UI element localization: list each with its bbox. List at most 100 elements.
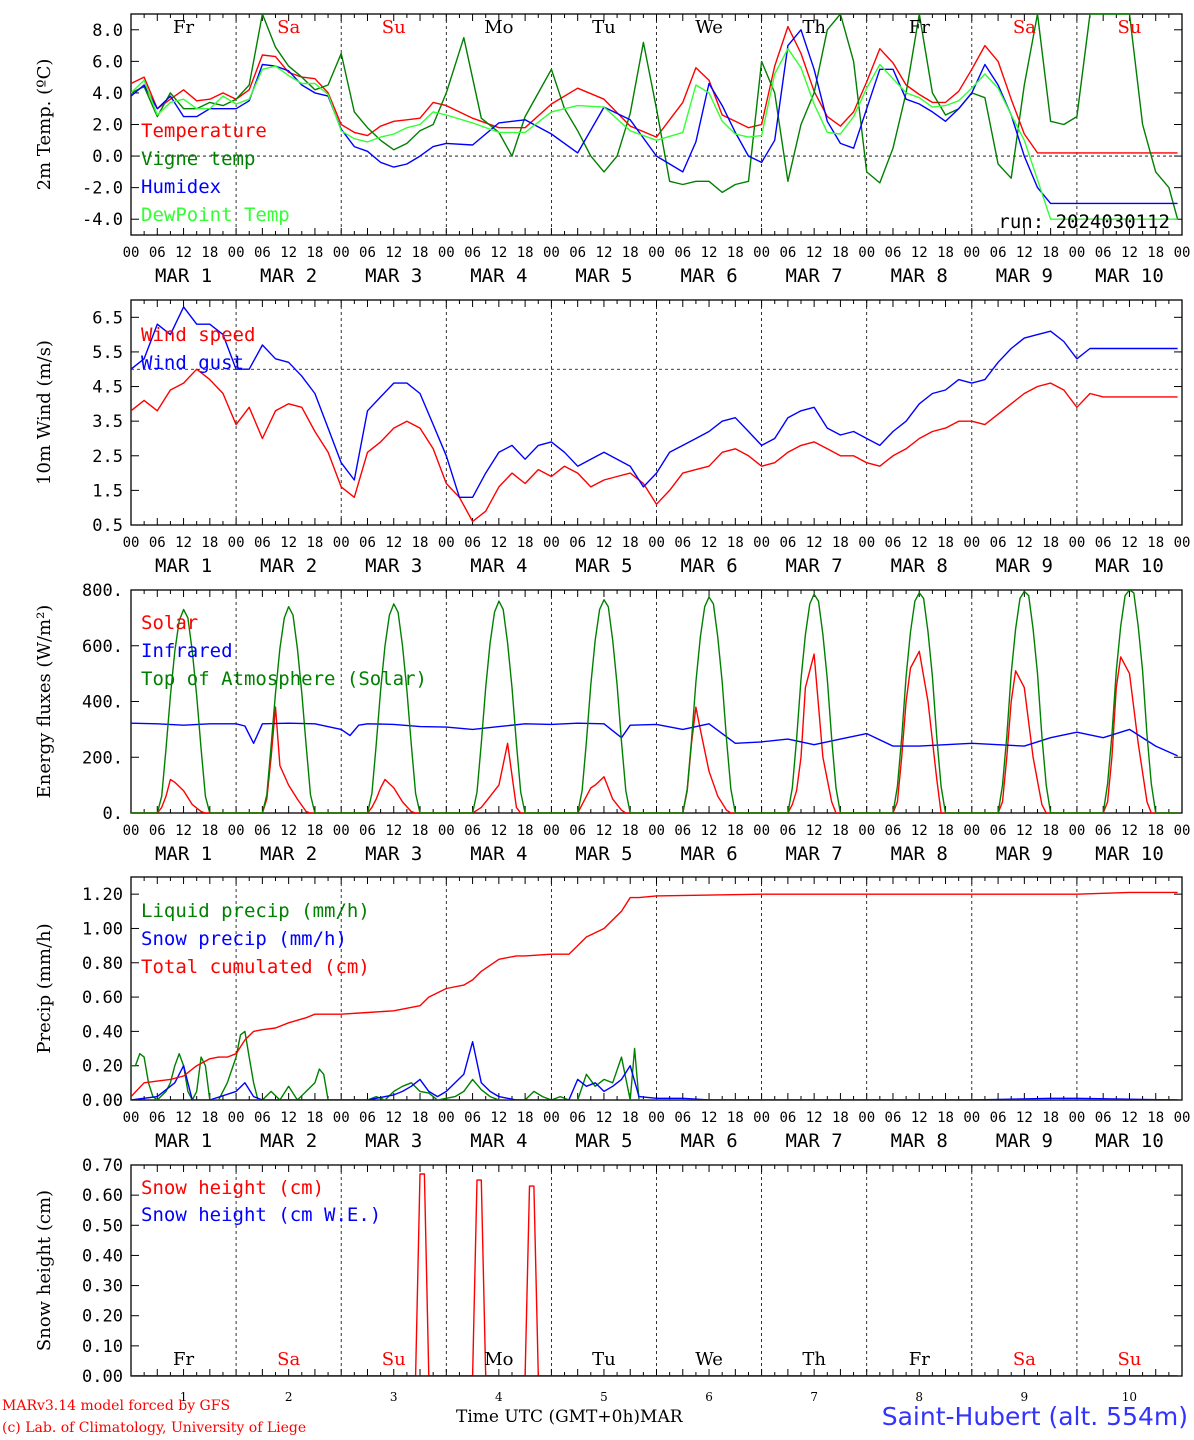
hour-label: 00: [963, 535, 980, 551]
series-line-humidex: [131, 29, 1178, 205]
legend-entry: Snow precip (mm/h): [141, 928, 347, 950]
day-number: 5: [600, 1390, 608, 1404]
hour-label: 18: [306, 823, 323, 839]
legend-entry: Temperature: [141, 120, 267, 142]
hour-label: 12: [175, 245, 192, 261]
date-label: MAR 9: [996, 1130, 1053, 1152]
y-tick-label: 0.50: [82, 1216, 123, 1236]
hour-label: 06: [149, 245, 166, 261]
hour-label: 00: [753, 1110, 770, 1126]
hour-label: 06: [1095, 823, 1112, 839]
y-tick-label: 0.0: [92, 147, 123, 167]
hour-label: 06: [569, 245, 586, 261]
hour-label: 18: [201, 245, 218, 261]
series-line-solar: [131, 650, 1178, 813]
hour-label: 06: [569, 535, 586, 551]
hour-label: 00: [1068, 823, 1085, 839]
hour-label: 12: [596, 535, 613, 551]
hour-label: 12: [490, 1110, 507, 1126]
legend-entry: Snow height (cm): [141, 1177, 324, 1199]
hour-label: 00: [1174, 535, 1191, 551]
hour-label: 06: [254, 245, 271, 261]
hour-label: 12: [280, 1110, 297, 1126]
y-axis-label: Snow height (cm): [34, 1190, 55, 1351]
hour-label: 00: [438, 1110, 455, 1126]
hour-label: 18: [1042, 823, 1059, 839]
y-tick-label: 0.40: [82, 1022, 123, 1042]
date-label: MAR 4: [470, 1130, 527, 1152]
hour-label: 06: [464, 823, 481, 839]
date-label: MAR 9: [996, 843, 1053, 865]
hour-label: 06: [464, 1110, 481, 1126]
hour-label: 18: [412, 1110, 429, 1126]
panel-wind: 0.5 1.5 2.5 3.5 4.5 5.5 6.5 10m Wind (m/s) Wind …: [34, 299, 1191, 577]
y-tick-label: 400.: [82, 693, 123, 713]
time-axis-label: Time UTC (GMT+0h)MAR: [456, 1407, 683, 1427]
y-axis-label: Precip (mm/h): [34, 923, 55, 1053]
hour-label: 06: [254, 1110, 271, 1126]
day-number: 6: [705, 1390, 713, 1404]
hour-label: 06: [149, 1110, 166, 1126]
hour-label: 00: [228, 535, 245, 551]
hour-label: 18: [1042, 245, 1059, 261]
date-label: MAR 4: [470, 555, 527, 577]
legend-entry: Top of Atmosphere (Solar): [141, 668, 427, 690]
hour-label: 12: [1016, 823, 1033, 839]
day-abbreviation: Su: [382, 1349, 406, 1370]
day-abbreviation: Fr: [909, 1349, 930, 1370]
hour-label: 00: [1174, 823, 1191, 839]
hour-label: 12: [1121, 245, 1138, 261]
date-label: MAR 6: [680, 265, 737, 287]
day-abbreviation: Fr: [173, 1349, 194, 1370]
date-label: MAR 3: [365, 265, 422, 287]
hour-label: 00: [963, 823, 980, 839]
y-tick-label: 1.5: [92, 481, 123, 501]
hour-label: 00: [438, 823, 455, 839]
hour-label: 12: [490, 823, 507, 839]
legend-entry: Humidex: [141, 176, 221, 198]
date-label: MAR 3: [365, 1130, 422, 1152]
hour-label: 00: [333, 245, 350, 261]
hour-label: 00: [1068, 1110, 1085, 1126]
hour-label: 00: [228, 823, 245, 839]
hour-label: 06: [885, 1110, 902, 1126]
hour-label: 12: [385, 245, 402, 261]
hour-label: 00: [1068, 245, 1085, 261]
hour-label: 18: [832, 823, 849, 839]
y-tick-label: 4.5: [92, 378, 123, 398]
legend-entry: Snow height (cm W.E.): [141, 1204, 381, 1226]
hour-label: 00: [228, 1110, 245, 1126]
hour-label: 00: [123, 535, 140, 551]
hour-label: 12: [701, 245, 718, 261]
legend-entry: Liquid precip (mm/h): [141, 900, 370, 922]
hour-label: 06: [674, 535, 691, 551]
panel-precip: 0.00 0.20 0.40 0.60 0.80 1.00 1.20 Precip (mm/h…: [34, 876, 1190, 1152]
hour-label: 06: [1095, 535, 1112, 551]
hour-label: 06: [1095, 1110, 1112, 1126]
series-line-top-of-atmosphere-solar-: [131, 590, 1178, 813]
day-abbreviation: Fr: [909, 17, 930, 38]
hour-label: 18: [1042, 1110, 1059, 1126]
hour-label: 12: [385, 823, 402, 839]
hour-label: 00: [648, 823, 665, 839]
hour-label: 18: [412, 245, 429, 261]
date-label: MAR 4: [470, 843, 527, 865]
date-label: MAR 8: [891, 265, 948, 287]
hour-label: 00: [438, 535, 455, 551]
hour-label: 00: [333, 535, 350, 551]
y-tick-label: 2.0: [92, 116, 123, 136]
hour-label: 06: [464, 245, 481, 261]
date-label: MAR 7: [786, 555, 843, 577]
day-abbreviation: Th: [802, 17, 826, 38]
hour-label: 12: [490, 245, 507, 261]
legend-entry: Wind gust: [141, 352, 244, 374]
hour-label: 12: [596, 1110, 613, 1126]
y-tick-label: 0.00: [82, 1091, 123, 1111]
hour-label: 12: [1121, 535, 1138, 551]
y-tick-label: 0.30: [82, 1277, 123, 1297]
hour-label: 12: [806, 535, 823, 551]
hour-label: 12: [701, 535, 718, 551]
credit-model: MARv3.14 model forced by GFS: [2, 1398, 231, 1414]
y-tick-label: 2.5: [92, 447, 123, 467]
